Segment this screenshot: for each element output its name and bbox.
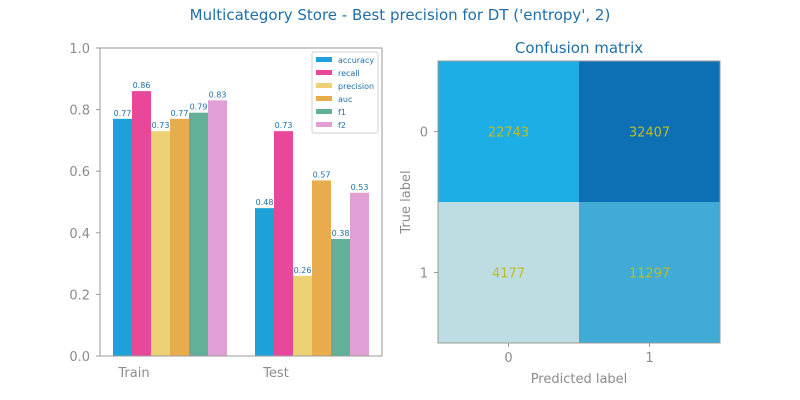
y-tick-label: 0 xyxy=(420,126,428,141)
legend-label-auc: auc xyxy=(338,95,352,104)
bar-value-label: 0.77 xyxy=(114,109,132,118)
legend-label-recall: recall xyxy=(338,69,360,78)
bar-value-label: 0.48 xyxy=(256,198,274,207)
legend-swatch-f2 xyxy=(316,122,332,127)
y-tick-label: 1.0 xyxy=(69,42,90,57)
bar-chart-bars xyxy=(113,91,369,357)
legend-label-accuracy: accuracy xyxy=(338,56,374,65)
bar-f1-train xyxy=(189,112,208,357)
bar-value-label: 0.73 xyxy=(152,121,170,130)
legend-label-precision: precision xyxy=(338,82,374,91)
y-tick-label: 0.6 xyxy=(69,165,90,180)
matrix-cell-value: 11297 xyxy=(629,267,670,282)
bar-auc-train xyxy=(170,118,189,356)
bar-accuracy-train xyxy=(113,118,132,356)
legend-label-f2: f2 xyxy=(338,121,346,130)
bar-value-label: 0.57 xyxy=(313,170,331,179)
bar-value-label: 0.38 xyxy=(332,229,350,238)
bar-accuracy-test xyxy=(255,208,274,356)
legend-swatch-f1 xyxy=(316,109,332,114)
bar-f1-test xyxy=(331,238,350,356)
bar-chart-x-axis: Train Test xyxy=(117,366,288,381)
y-tick-label: 0.4 xyxy=(69,227,90,242)
bar-value-label: 0.73 xyxy=(275,121,293,130)
bar-value-label: 0.77 xyxy=(171,109,189,118)
legend-label-f1: f1 xyxy=(338,108,346,117)
x-tick-label: 0 xyxy=(504,351,512,366)
matrix-cell-value: 4177 xyxy=(492,267,525,282)
x-tick-label-test: Test xyxy=(262,366,289,381)
bar-chart-y-axis: 0.0 0.2 0.4 0.6 0.8 1.0 xyxy=(69,42,100,365)
matrix-cell-value: 22743 xyxy=(488,126,529,141)
legend-swatch-accuracy xyxy=(316,57,332,62)
bar-value-label: 0.83 xyxy=(209,90,227,99)
bar-recall-train xyxy=(132,91,151,357)
bar-value-label: 0.53 xyxy=(351,183,369,192)
bar-chart-frame xyxy=(99,47,383,357)
legend-swatch-auc xyxy=(316,96,332,101)
confusion-matrix-frame xyxy=(437,60,721,344)
bar-precision-test xyxy=(293,275,312,356)
bar-recall-test xyxy=(274,131,293,356)
x-tick-label: 1 xyxy=(645,351,653,366)
confusion-matrix-cells: 22743 32407 4177 11297 xyxy=(438,61,720,343)
matrix-cell-1-1 xyxy=(579,202,720,343)
matrix-cell-0-0 xyxy=(438,61,579,202)
bar-chart-value-labels: 0.770.860.730.770.790.830.480.730.260.57… xyxy=(114,81,369,275)
matrix-cell-0-1 xyxy=(579,61,720,202)
y-tick-label: 0.0 xyxy=(69,350,90,365)
bar-f2-train xyxy=(208,100,227,356)
bar-chart-legend: accuracy recall precision auc f1 f2 xyxy=(311,51,379,134)
confusion-matrix-title: Confusion matrix xyxy=(515,39,643,57)
bar-value-label: 0.79 xyxy=(190,103,208,112)
legend-swatch-precision xyxy=(316,83,332,88)
confusion-matrix-x-label: Predicted label xyxy=(531,372,628,387)
y-tick-label: 0.8 xyxy=(69,104,90,119)
x-tick-label-train: Train xyxy=(117,366,149,381)
confusion-matrix-ticks: 0 1 0 1 xyxy=(420,126,654,367)
bar-auc-test xyxy=(312,180,331,356)
bar-value-label: 0.26 xyxy=(294,266,312,275)
matrix-cell-1-0 xyxy=(438,202,579,343)
metrics-bar-chart: 0.00.20.40.60.81.0 0.770.860.730.770.790… xyxy=(69,42,383,381)
bar-precision-train xyxy=(151,131,170,356)
y-tick-label: 0.2 xyxy=(69,288,90,303)
bar-f2-test xyxy=(350,192,369,356)
y-tick-label: 1 xyxy=(420,267,428,282)
confusion-matrix-y-label: True label xyxy=(399,170,414,234)
figure-title: Multicategory Store - Best precision for… xyxy=(190,6,611,24)
bar-value-label: 0.86 xyxy=(133,81,151,90)
legend-swatch-recall xyxy=(316,70,332,75)
matrix-cell-value: 32407 xyxy=(629,126,670,141)
